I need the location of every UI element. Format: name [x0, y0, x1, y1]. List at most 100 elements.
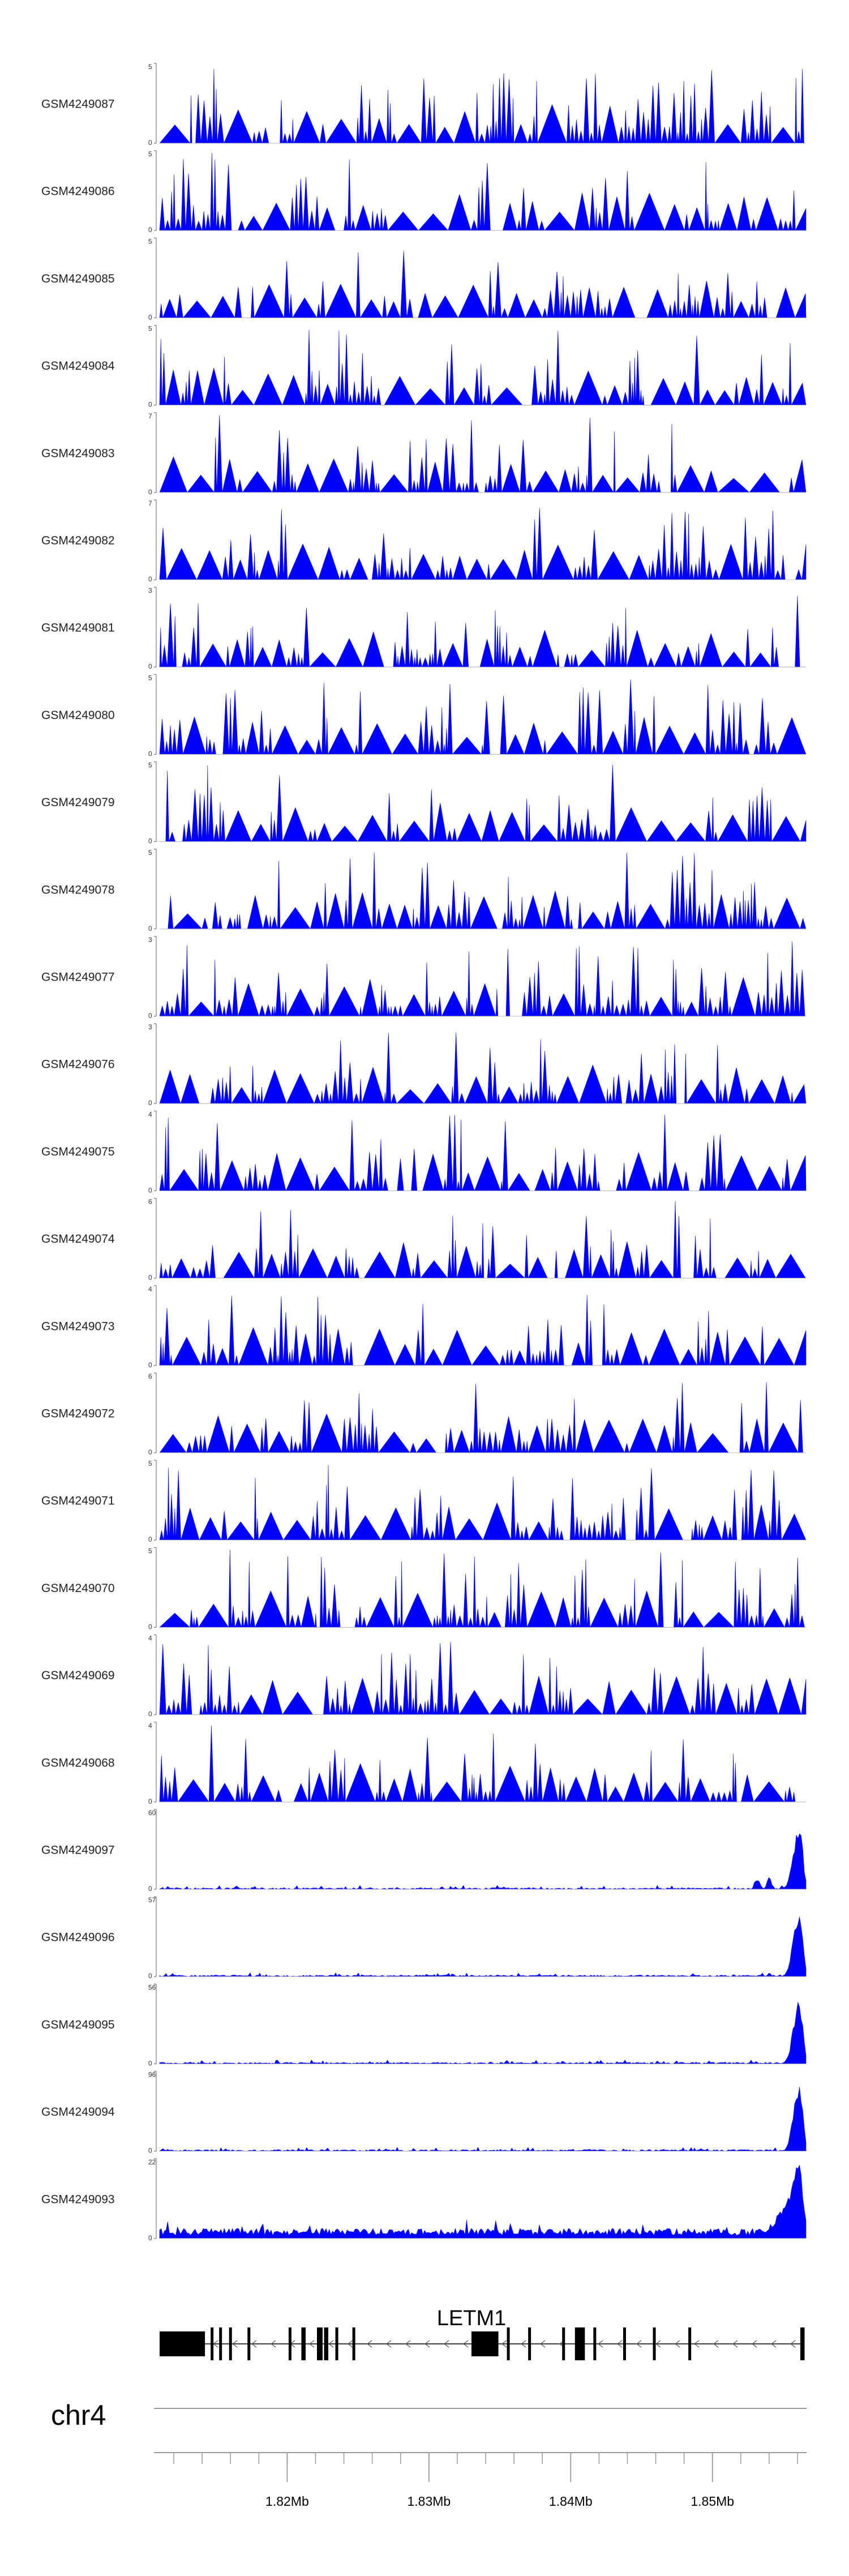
track-GSM4249074: GSM4249074 6 0 [41, 1198, 807, 1282]
track-label: GSM4249073 [41, 1320, 115, 1333]
track-ymax-label: 5 [148, 1547, 152, 1555]
strand-chevron [271, 2340, 276, 2348]
track-GSM4249085: GSM4249085 5 0 [41, 237, 807, 321]
strand-chevron [463, 2340, 469, 2348]
coverage-area [159, 1550, 807, 1628]
genome-axis: chr4 1.82Mb 1.83Mb 1.84Mb 1.85Mb [51, 2399, 807, 2509]
track-ymax-label: 4 [148, 1285, 152, 1293]
coverage-area [159, 508, 807, 580]
track-ymin-label: 0 [148, 575, 152, 583]
track-label: GSM4249097 [41, 1844, 115, 1857]
track-ymin-label: 0 [148, 2059, 152, 2067]
exon [288, 2327, 291, 2360]
strand-chevron [636, 2340, 642, 2348]
track-ymin-label: 0 [148, 1186, 152, 1194]
track-label: GSM4249087 [41, 98, 115, 111]
track-ymax-label: 5 [148, 325, 152, 333]
axis-ticks: 1.82Mb 1.83Mb 1.84Mb 1.85Mb [173, 2453, 798, 2509]
track-label: GSM4249093 [41, 2193, 115, 2206]
track-GSM4249093: GSM4249093 22 0 [41, 2158, 807, 2242]
coverage-area [159, 1642, 807, 1715]
track-ymin-label: 0 [148, 139, 152, 147]
coverage-area [159, 1465, 807, 1541]
track-ymin-label: 0 [148, 1099, 152, 1107]
track-ymin-label: 0 [148, 2234, 152, 2242]
strand-chevron [732, 2340, 738, 2348]
track-label: GSM4249080 [41, 709, 115, 722]
exon [352, 2327, 355, 2360]
track-ymin-label: 0 [148, 1885, 152, 1893]
track-label: GSM4249069 [41, 1669, 115, 1682]
track-label: GSM4249085 [41, 272, 115, 285]
strand-chevron [694, 2340, 700, 2348]
track-ymax-label: 5 [148, 237, 152, 245]
track-GSM4249075: GSM4249075 4 0 [41, 1110, 807, 1194]
track-ymax-label: 96 [148, 2071, 156, 2079]
exon [211, 2327, 214, 2360]
strand-chevron [521, 2340, 526, 2348]
track-GSM4249077: GSM4249077 3 0 [41, 936, 807, 1020]
track-ymin-label: 0 [148, 750, 152, 758]
exon [160, 2331, 205, 2356]
strand-chevron [617, 2340, 623, 2348]
track-GSM4249095: GSM4249095 56 0 [41, 1983, 807, 2067]
track-GSM4249094: GSM4249094 96 0 [41, 2071, 807, 2155]
strand-chevron [348, 2340, 353, 2348]
strand-chevron [386, 2340, 392, 2348]
strand-chevron [328, 2340, 334, 2348]
track-label: GSM4249079 [41, 796, 115, 809]
track-GSM4249070: GSM4249070 5 0 [41, 1547, 807, 1631]
exon [471, 2331, 499, 2356]
track-ymin-label: 0 [148, 313, 152, 321]
track-ymax-label: 5 [148, 849, 152, 857]
track-GSM4249069: GSM4249069 4 0 [41, 1634, 807, 1718]
track-ymax-label: 4 [148, 1110, 152, 1118]
exon [247, 2327, 251, 2360]
coverage-area [159, 250, 807, 318]
axis-tick-label: 1.83Mb [407, 2494, 451, 2509]
track-GSM4249096: GSM4249096 57 0 [41, 1896, 807, 1980]
strand-chevron [424, 2340, 430, 2348]
axis-tick-label: 1.82Mb [265, 2494, 309, 2509]
track-GSM4249097: GSM4249097 60 0 [41, 1809, 807, 1893]
strand-chevron [790, 2340, 796, 2348]
track-ymin-label: 0 [148, 1361, 152, 1369]
exon [324, 2327, 329, 2360]
track-GSM4249083: GSM4249083 7 0 [41, 412, 807, 496]
track-GSM4249068: GSM4249068 4 0 [41, 1722, 807, 1805]
track-GSM4249072: GSM4249072 6 0 [41, 1372, 807, 1456]
gene-exons [160, 2327, 805, 2360]
strand-chevron [367, 2340, 372, 2348]
track-label: GSM4249078 [41, 883, 115, 896]
coverage-area [159, 330, 807, 405]
track-ymin-label: 0 [148, 1012, 152, 1020]
track-ymax-label: 60 [148, 1809, 156, 1817]
track-ymin-label: 0 [148, 1710, 152, 1718]
gene-label: LETM1 [437, 2307, 506, 2330]
track-label: GSM4249071 [41, 1495, 115, 1508]
exon [623, 2327, 626, 2360]
strand-chevron [655, 2340, 661, 2348]
track-label: GSM4249084 [41, 360, 115, 373]
track-ymin-label: 0 [148, 1798, 152, 1805]
track-ymax-label: 5 [148, 674, 152, 682]
chromosome-label: chr4 [51, 2399, 106, 2431]
exon [301, 2327, 306, 2360]
track-label: GSM4249072 [41, 1407, 115, 1420]
exon [335, 2327, 338, 2360]
track-ymin-label: 0 [148, 2147, 152, 2155]
track-ymin-label: 0 [148, 401, 152, 409]
exon [562, 2327, 565, 2360]
exon [219, 2327, 222, 2360]
strand-chevron [752, 2340, 757, 2348]
track-ymax-label: 5 [148, 761, 152, 769]
track-GSM4249081: GSM4249081 3 0 [41, 587, 807, 670]
strand-chevron [444, 2340, 449, 2348]
exon [229, 2327, 232, 2360]
exon [507, 2327, 510, 2360]
track-GSM4249086: GSM4249086 5 0 [41, 150, 807, 234]
track-ymin-label: 0 [148, 1972, 152, 1980]
track-ymin-label: 0 [148, 662, 152, 670]
track-label: GSM4249096 [41, 1931, 115, 1944]
track-ymax-label: 6 [148, 1372, 152, 1380]
